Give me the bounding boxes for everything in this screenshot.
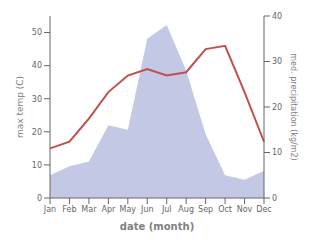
svg-text:20: 20 xyxy=(272,103,282,112)
svg-text:Mar: Mar xyxy=(81,205,97,214)
svg-text:Aug: Aug xyxy=(178,205,194,214)
svg-text:Jan: Jan xyxy=(43,205,56,214)
svg-text:40: 40 xyxy=(32,61,42,70)
svg-text:Jul: Jul xyxy=(161,205,172,214)
svg-text:30: 30 xyxy=(272,57,282,66)
svg-text:Oct: Oct xyxy=(218,205,232,214)
svg-text:10: 10 xyxy=(32,161,42,170)
svg-text:Apr: Apr xyxy=(101,205,116,214)
svg-text:Dec: Dec xyxy=(256,205,271,214)
svg-text:Sep: Sep xyxy=(198,205,213,214)
svg-text:max temp (C): max temp (C) xyxy=(15,76,25,138)
svg-text:10: 10 xyxy=(272,148,282,157)
svg-text:0: 0 xyxy=(37,194,42,203)
svg-text:20: 20 xyxy=(32,128,42,137)
svg-text:Nov: Nov xyxy=(237,205,253,214)
svg-text:Jun: Jun xyxy=(140,205,154,214)
svg-text:date (month): date (month) xyxy=(120,221,194,232)
svg-text:0: 0 xyxy=(272,194,277,203)
svg-text:med. precipitation (kg/m2): med. precipitation (kg/m2) xyxy=(289,53,298,160)
svg-text:30: 30 xyxy=(32,95,42,104)
svg-text:May: May xyxy=(120,205,137,214)
svg-text:50: 50 xyxy=(32,28,42,37)
svg-text:40: 40 xyxy=(272,12,282,21)
svg-text:Feb: Feb xyxy=(62,205,76,214)
